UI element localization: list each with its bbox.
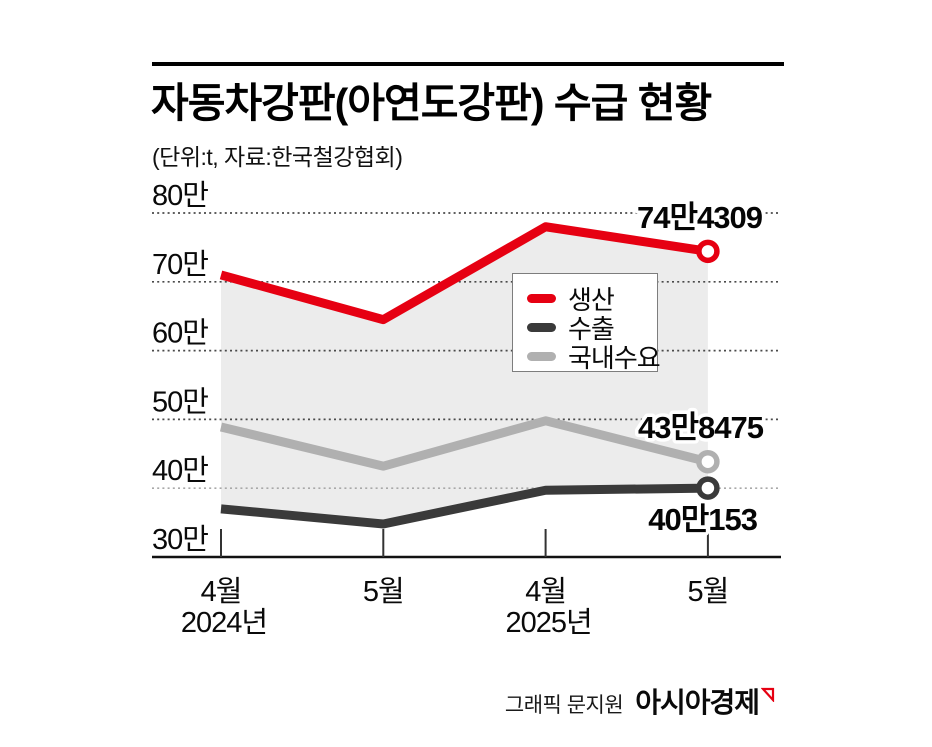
end-marker-domestic — [696, 449, 720, 474]
credit-footer: 그래픽 문지원 아시아경제 — [505, 681, 775, 721]
y-axis-label: 70만 — [152, 249, 208, 281]
x-axis-month-label: 5월 — [687, 575, 728, 608]
brand-mark-icon — [761, 687, 775, 702]
legend-label: 국내수요 — [568, 343, 661, 373]
domestic-demand-line-swatch — [527, 352, 556, 361]
graphic-credit: 그래픽 문지원 — [504, 694, 624, 717]
legend-item-production: 생산 — [527, 284, 657, 315]
page-title: 자동차강판(아연도강판) 수급 현황 — [151, 80, 712, 126]
x-axis-month-label: 4월 — [525, 575, 566, 608]
exports-line-swatch — [527, 323, 556, 332]
series-line-production — [219, 222, 709, 325]
y-axis-label: 60만 — [152, 318, 208, 350]
legend-item-domestic-demand: 국내수요 — [527, 342, 661, 373]
production-line-swatch — [527, 294, 556, 303]
end-value-label-exports: 40만153 — [648, 502, 757, 537]
end-marker-production — [696, 239, 720, 264]
series-line-exports — [220, 483, 708, 529]
x-axis-year-label: 2024년 — [181, 607, 267, 639]
end-value-label-domestic: 43만8475 — [638, 410, 764, 445]
x-axis-month-label: 4월 — [201, 575, 242, 608]
end-marker-exports — [696, 476, 720, 500]
chart-subtitle-unit-source: (단위:t, 자료:한국철강협회) — [152, 144, 403, 170]
legend-item-exports: 수출 — [527, 313, 657, 344]
brand-logo-text: 아시아경제 — [635, 687, 760, 718]
series-line-domestic — [219, 416, 710, 471]
chart-legend: 생산 수출 국내수요 — [512, 273, 661, 373]
end-value-label-production: 74만4309 — [637, 200, 763, 235]
y-axis-label: 50만 — [152, 386, 208, 418]
top-rule — [152, 62, 784, 66]
y-axis-label: 30만 — [152, 524, 208, 556]
y-axis-label: 80만 — [152, 180, 208, 212]
legend-label: 생산 — [568, 285, 615, 315]
y-axis-label: 40만 — [152, 455, 208, 487]
x-axis-month-label: 5월 — [363, 575, 404, 608]
x-axis-year-label: 2025년 — [505, 607, 591, 639]
legend-label: 수출 — [568, 314, 615, 344]
